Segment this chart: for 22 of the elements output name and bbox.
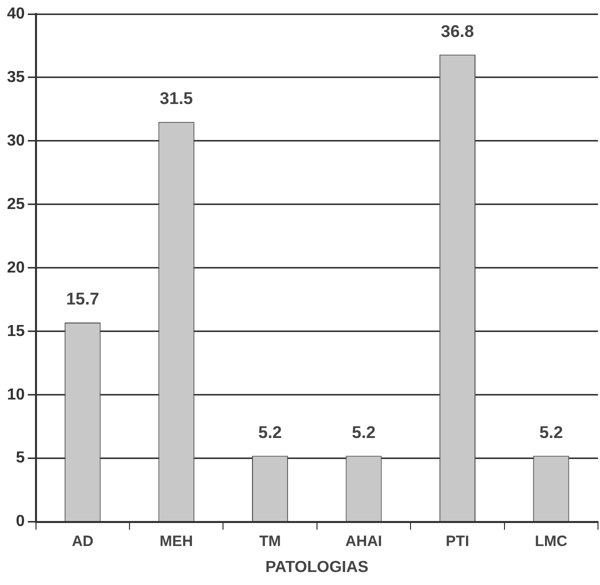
x-tick-label: LMC — [534, 532, 568, 550]
y-tick-label: 30 — [7, 132, 25, 150]
data-label: 36.8 — [440, 22, 474, 41]
data-label: 5.2 — [352, 422, 376, 442]
y-tick-label: 40 — [7, 5, 25, 22]
data-label: 5.2 — [539, 422, 563, 442]
y-tick-label: 10 — [7, 386, 25, 404]
data-label: 31.5 — [160, 89, 193, 108]
x-tick-label: AD — [72, 532, 94, 550]
x-tick-label: AHAI — [345, 532, 382, 550]
y-tick-label: 15 — [7, 322, 25, 340]
y-tick-label: 35 — [7, 68, 25, 86]
x-tick-label: MEH — [160, 532, 194, 550]
data-label: 5.2 — [258, 422, 282, 442]
y-tick-label: 25 — [7, 196, 25, 213]
x-tick-label: PTI — [446, 532, 470, 550]
y-tick-label: 5 — [16, 450, 25, 467]
x-axis-title: PATOLOGIAS — [265, 558, 369, 576]
y-tick-label: 0 — [16, 513, 25, 530]
y-tick-label: 20 — [7, 259, 25, 276]
data-label: 15.7 — [66, 290, 100, 309]
x-tick-label: TM — [259, 532, 281, 550]
